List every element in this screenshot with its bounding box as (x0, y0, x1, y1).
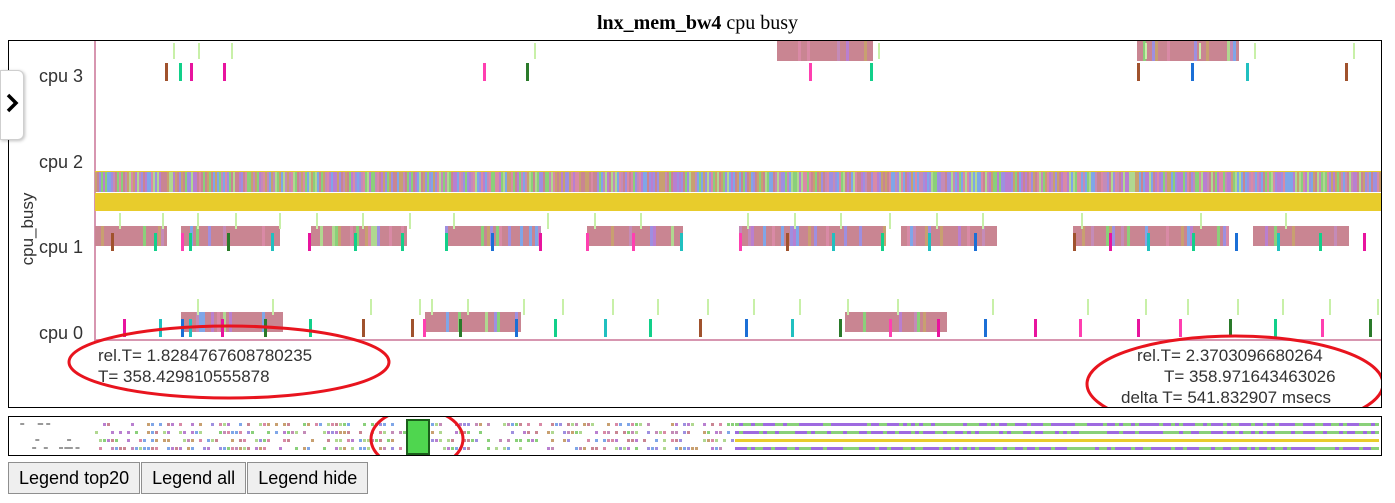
legend-all-button[interactable]: Legend all (141, 462, 247, 494)
row-label-cpu1: cpu 1 (39, 237, 83, 257)
row-label-cpu2: cpu 2 (39, 152, 83, 172)
overview-timeline[interactable] (8, 416, 1382, 456)
y-axis-label: cpu_busy (18, 192, 37, 265)
overview-brush[interactable] (406, 419, 430, 455)
annotation-right-ellipse (1085, 334, 1381, 407)
right-cursor-rel-t: rel.T= 2.3703096680264 (1137, 346, 1323, 365)
row-label-cpu0: cpu 0 (39, 323, 83, 343)
left-cursor-t: T= 358.429810555878 (98, 367, 270, 386)
overview-plot[interactable] (9, 417, 1382, 456)
legend-hide-button[interactable]: Legend hide (247, 462, 369, 494)
left-cursor-rel-t: rel.T= 1.8284767608780235 (98, 346, 312, 365)
chart-title-rest: cpu busy (726, 12, 799, 34)
right-cursor-delta-t: delta T= 541.832907 msecs (1121, 388, 1331, 407)
annotation-left-ellipse (67, 324, 391, 400)
chevron-right-icon (5, 92, 19, 119)
right-cursor-t: T= 358.971643463026 (1164, 367, 1336, 386)
cpu-busy-plot[interactable]: cpu_busy cpu 3 cpu 2 cpu 1 cpu 0 rel.T= … (9, 41, 1382, 408)
chart-title: lnx_mem_bw4 cpu busy (0, 12, 1395, 35)
legend-top20-button[interactable]: Legend top20 (8, 462, 141, 494)
chart-title-bold: lnx_mem_bw4 (596, 12, 722, 34)
sidebar-toggle-button[interactable] (0, 70, 24, 140)
cpu-busy-chart[interactable]: cpu_busy cpu 3 cpu 2 cpu 1 cpu 0 rel.T= … (8, 40, 1382, 408)
annotation-brush-ellipse (369, 417, 465, 455)
legend-toolbar: Legend top20 Legend all Legend hide (8, 462, 369, 494)
row-label-cpu3: cpu 3 (39, 66, 83, 86)
